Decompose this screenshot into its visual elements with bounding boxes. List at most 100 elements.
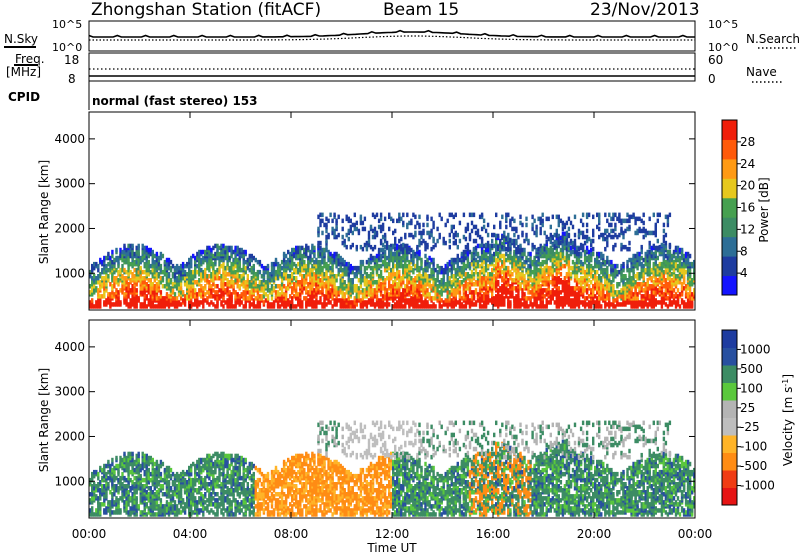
power-cell xyxy=(268,272,272,277)
power-cell xyxy=(434,288,437,293)
power-cell xyxy=(648,216,651,222)
power-cell xyxy=(313,282,316,287)
power-cell xyxy=(226,298,229,303)
power-cell xyxy=(91,298,94,303)
power-cell xyxy=(640,218,643,224)
power-cell xyxy=(535,247,538,253)
power-cell xyxy=(626,246,629,252)
power-cell xyxy=(183,269,187,275)
power-cell xyxy=(612,263,615,269)
power-cell xyxy=(129,288,132,293)
power-cell xyxy=(349,263,352,269)
power-cell xyxy=(428,304,431,309)
power-cell xyxy=(634,253,637,259)
power-cell xyxy=(147,284,150,289)
power-cell xyxy=(109,259,112,265)
power-cell xyxy=(161,276,165,281)
power-cell xyxy=(458,304,462,309)
power-cell xyxy=(371,280,375,285)
power-cell xyxy=(438,296,441,301)
power-cell xyxy=(309,274,312,279)
power-cell xyxy=(628,257,631,263)
power-cell xyxy=(244,249,247,255)
power-cell xyxy=(289,300,292,305)
power-cell xyxy=(592,251,595,257)
power-cell xyxy=(222,282,225,287)
power-cell xyxy=(264,265,268,271)
power-cell xyxy=(117,290,120,295)
power-cell xyxy=(470,228,474,234)
power-cell xyxy=(274,284,278,289)
power-cell xyxy=(590,263,593,269)
power-cell xyxy=(153,292,156,297)
power-cell xyxy=(618,294,621,299)
power-cell xyxy=(480,242,484,248)
power-cell xyxy=(592,228,595,234)
power-cell xyxy=(434,278,437,283)
power-cell xyxy=(192,269,195,275)
power-cell xyxy=(131,261,134,267)
power-cell xyxy=(206,274,209,279)
power-cell xyxy=(153,263,156,269)
power-cell xyxy=(343,269,346,275)
power-cell xyxy=(147,272,150,277)
power-cell xyxy=(507,265,510,271)
power-cell xyxy=(325,261,328,267)
power-cell xyxy=(573,214,577,220)
power-cell xyxy=(474,238,478,244)
power-cell xyxy=(493,243,496,249)
power-cell xyxy=(511,290,514,295)
power-cell xyxy=(553,290,556,295)
power-cell xyxy=(147,263,150,269)
power-cell xyxy=(470,294,474,299)
power-cell xyxy=(596,300,599,305)
power-cell xyxy=(329,212,332,218)
power-cell xyxy=(355,226,358,232)
power-cell xyxy=(543,276,546,281)
power-cell xyxy=(278,296,282,301)
power-cell xyxy=(585,274,589,279)
power-cell xyxy=(622,230,625,236)
power-cell xyxy=(450,280,453,285)
power-cell xyxy=(394,282,397,287)
power-cell xyxy=(373,214,377,220)
power-cell xyxy=(594,257,597,263)
power-cell xyxy=(369,244,373,250)
power-cell xyxy=(636,272,639,277)
power-cell xyxy=(622,274,625,279)
power-cell xyxy=(270,296,274,301)
power-cell xyxy=(317,214,320,220)
power-cell xyxy=(511,278,514,283)
power-cell xyxy=(365,244,369,250)
power-cell xyxy=(620,242,623,248)
power-cell xyxy=(462,304,466,309)
power-cell xyxy=(450,269,453,275)
power-cell xyxy=(115,267,118,273)
power-cell xyxy=(260,286,264,291)
power-cell xyxy=(608,274,611,279)
power-cell xyxy=(468,288,472,293)
power-cell xyxy=(545,267,548,273)
power-cell xyxy=(474,230,478,236)
power-cell xyxy=(381,276,385,281)
power-cell xyxy=(604,246,607,252)
power-cell xyxy=(495,280,498,285)
power-cell xyxy=(198,265,201,271)
power-cell xyxy=(230,280,233,285)
power-cell xyxy=(402,276,405,281)
power-cell xyxy=(448,276,451,281)
power-cell xyxy=(430,228,433,234)
power-cell xyxy=(202,269,205,275)
power-cell xyxy=(192,290,195,295)
power-cell xyxy=(276,261,280,267)
power-cell xyxy=(557,233,560,239)
power-cell xyxy=(602,290,605,295)
power-cell xyxy=(521,251,524,257)
power-cell xyxy=(226,245,229,251)
power-cell xyxy=(527,257,530,263)
power-cell xyxy=(274,276,278,281)
power-cell xyxy=(543,288,546,293)
power-cell xyxy=(420,302,423,307)
power-cell xyxy=(509,284,512,289)
power-cell xyxy=(165,292,169,297)
